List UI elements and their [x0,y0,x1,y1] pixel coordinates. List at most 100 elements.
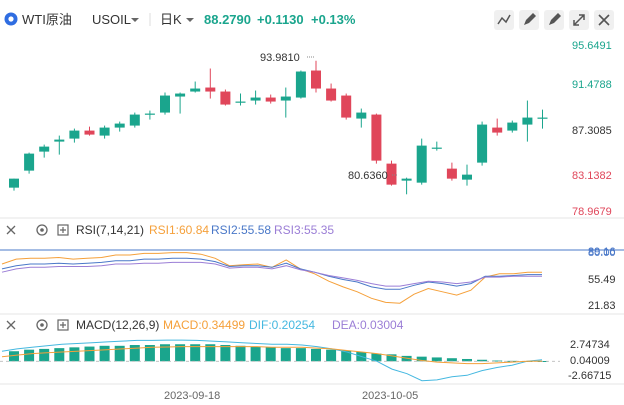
macd-bar [311,348,321,362]
symbol-logo-inner [8,16,14,22]
macd-settings-icon[interactable] [36,319,48,331]
macd-bar [39,348,50,362]
macd-bar [24,349,35,362]
candle-body [280,96,291,101]
candle-body [507,122,518,131]
macd-bar [446,358,457,362]
macd-bar [341,350,352,362]
rsi-tick-4: 21.83 [588,300,616,312]
macd-bar [462,358,472,362]
dif-value: DIF:0.20254 [249,318,315,332]
candle-body [175,93,186,97]
chart-header: WTI原油 USOIL 日K 88.2790 +0.1130 +0.13% [4,10,614,30]
candlestick-series [9,60,548,195]
expand-icon [573,14,585,26]
macd-tick-2: 0.04009 [570,355,610,367]
price-tick-5: 78.9679 [572,206,612,218]
macd-bar [477,359,488,362]
candle-body [492,127,503,133]
macd-bar [220,345,231,362]
rsi-tick-3: 55.49 [588,274,616,286]
rsi-settings-dot [40,228,44,232]
macd-bar [144,345,155,362]
macd-bar [416,356,427,362]
rsi-settings-icon[interactable] [36,224,48,236]
dea-value: DEA:0.03004 [332,318,404,332]
candle-body [371,114,382,161]
rsi-add-icon[interactable] [57,224,69,236]
macd-bar [386,354,397,362]
macd-tick-3: -2.66715 [568,370,611,382]
macd-bar [54,348,65,362]
candle-body [129,114,140,126]
macd-bar [265,347,276,362]
candle-body [326,88,337,101]
high-label: 93.9810 [260,52,300,64]
candle-body [416,145,427,183]
macd-line-dea [1,346,543,365]
candle-body [446,168,457,179]
candle-body [144,113,155,115]
macd-bar [431,357,442,362]
close-icon [598,14,610,26]
price-change-percent: +0.13% [311,12,356,27]
rsi-series [1,252,542,304]
symbol-dropdown-icon[interactable] [131,18,139,22]
date-label-2: 2023-10-05 [362,390,418,402]
rsi-line-rsi3 [1,261,542,287]
candle-body [114,123,125,128]
candle-body [39,146,50,152]
price-tick-2: 91.4788 [572,79,612,91]
candle-body [54,139,65,142]
macd-bar [235,345,246,362]
timeframe-selector[interactable]: 日K [160,12,182,27]
candle-body [84,130,95,135]
edit-icon [549,13,561,25]
macd-bar [160,344,170,362]
candle-body [205,87,216,92]
candle-body [401,178,412,181]
fullscreen-button[interactable] [569,10,589,30]
low-label: 80.6360 [348,170,388,182]
high-annotation: 93.9810 [260,52,315,64]
price-tick-3: 87.3085 [572,125,612,137]
candle-body [311,70,321,89]
rsi-close-icon[interactable] [6,225,16,235]
candle-body [537,117,548,119]
symbol-name[interactable]: WTI原油 [22,12,72,27]
date-label-1: 2023-09-18 [164,390,220,402]
low-annotation: 80.6360 [348,170,398,182]
price-tick-1: 95.6491 [572,40,612,52]
close-button[interactable] [594,10,614,30]
pencil-icon [524,13,536,25]
candle-body [522,117,533,125]
price-change: +0.1130 [257,12,304,27]
rsi1-value: RSI1:60.84 [149,223,209,237]
macd-tick-1: 2.74734 [570,339,610,351]
macd-bar [280,348,291,362]
macd-bar [69,347,80,362]
macd-close-icon[interactable] [6,320,16,330]
draw-tool-button[interactable] [519,10,539,30]
rsi2-value: RSI2:55.58 [211,223,271,237]
rsi-add-cross [60,227,66,233]
macd-label: MACD(12,26,9) [76,318,159,332]
candle-body [341,95,352,118]
rsi-line-rsi1 [1,252,542,304]
rsi-tick-1: 89.16 [588,246,616,258]
candle-body [356,112,367,119]
candle-body [24,153,35,171]
macd-bar [371,353,382,362]
candle-body [160,95,170,113]
macd-line-dif [1,339,543,382]
rsi-panel-header: RSI(7,14,21) RSI1:60.84 RSI2:55.58 RSI3:… [6,223,334,237]
timeframe-dropdown-icon[interactable] [186,18,194,22]
macd-panel-header: MACD(12,26,9) MACD:0.34499 DIF:0.20254 D… [6,318,404,332]
candle-body [462,174,472,180]
macd-bar [190,344,201,362]
macd-add-icon[interactable] [57,319,69,331]
symbol-code[interactable]: USOIL [92,12,131,27]
settings-button[interactable] [544,10,564,30]
indicator-button[interactable] [494,10,514,30]
